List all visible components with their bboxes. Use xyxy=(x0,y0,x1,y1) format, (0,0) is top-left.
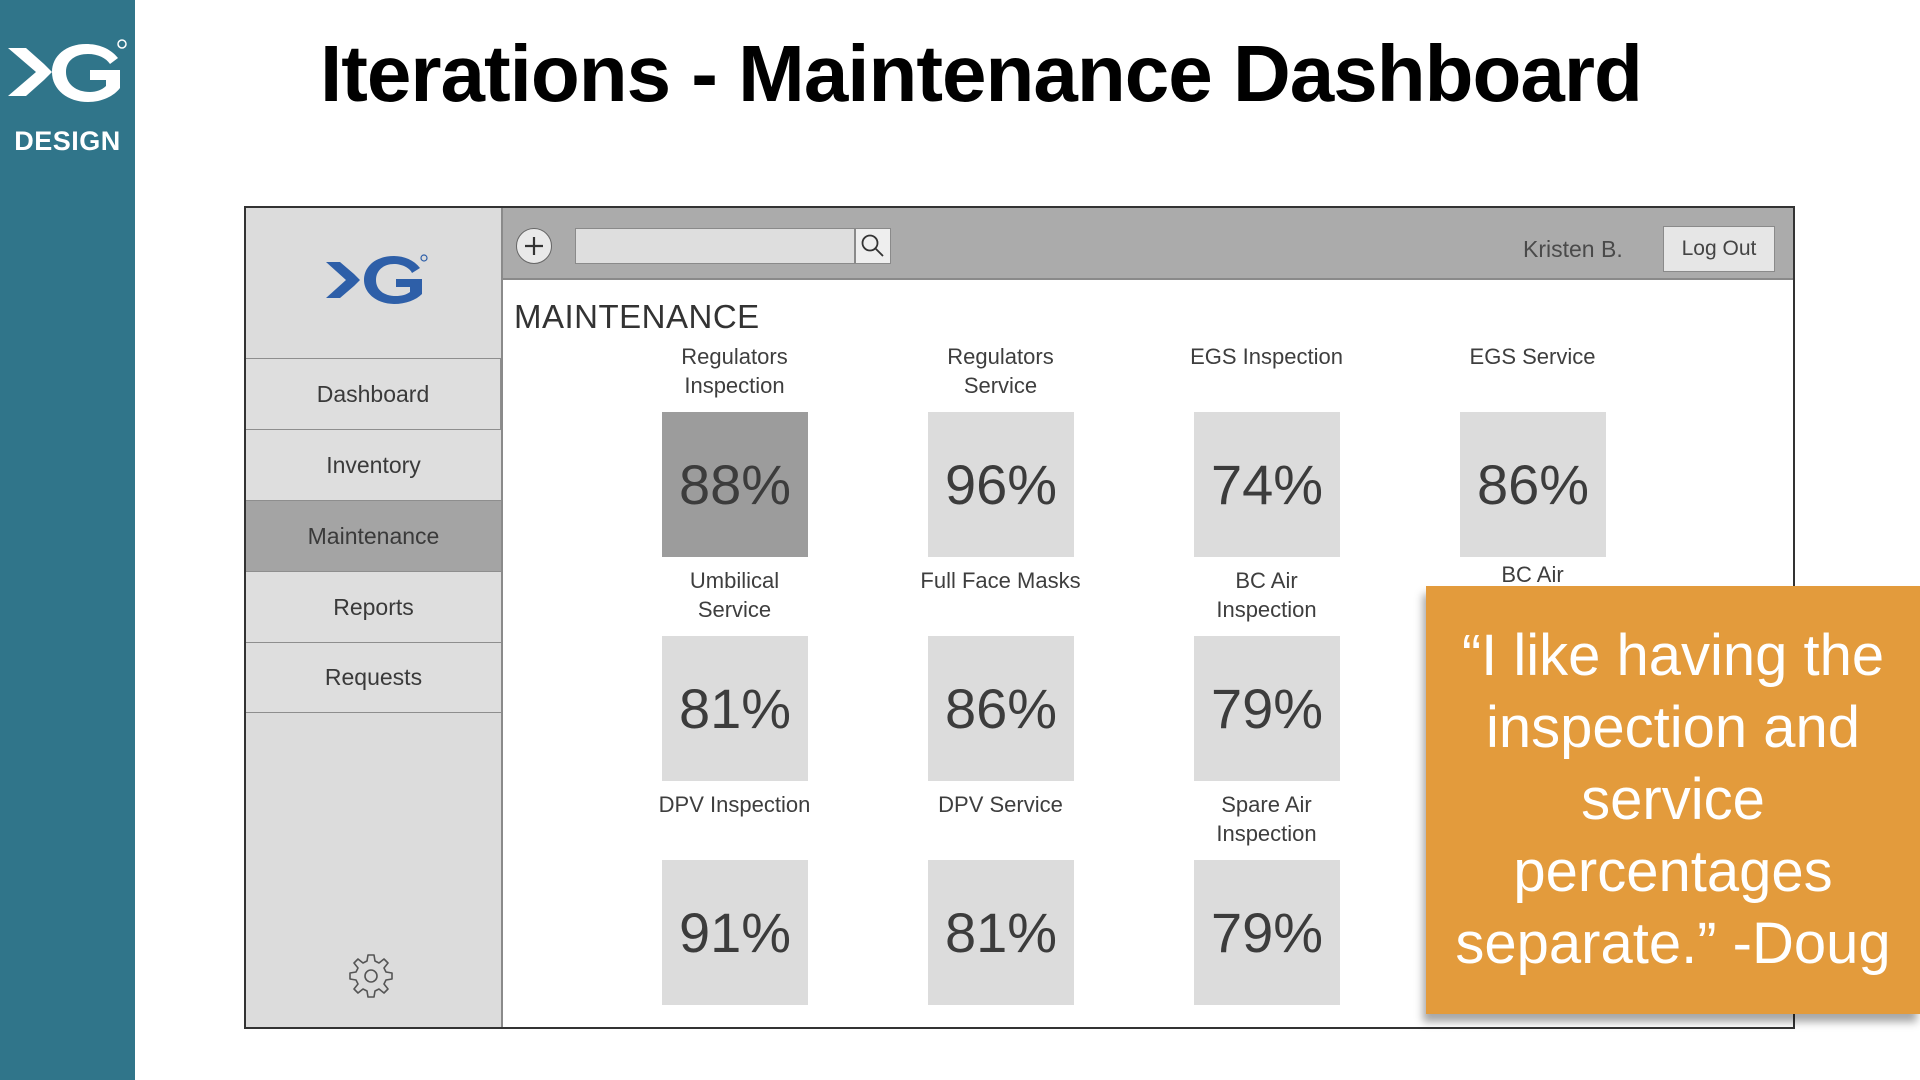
sidebar-item-maintenance[interactable]: Maintenance xyxy=(246,500,501,571)
tile-value: 88% xyxy=(662,412,808,557)
tile-label: Regulators Inspection xyxy=(681,344,788,398)
tile-value: 81% xyxy=(662,636,808,781)
tile-value: 91% xyxy=(662,860,808,1005)
quote-callout: “I like having the inspection and servic… xyxy=(1426,586,1920,1014)
brand-band: DESIGN xyxy=(0,0,135,1080)
section-title: MAINTENANCE xyxy=(514,298,760,335)
logout-button[interactable]: Log Out xyxy=(1663,226,1775,272)
dashboard-mockup: Dashboard Inventory Maintenance Reports … xyxy=(244,206,1795,1029)
plus-icon xyxy=(525,237,543,255)
add-button[interactable] xyxy=(516,228,552,264)
tile-value: 81% xyxy=(928,860,1074,1005)
tile-label: BC Air Inspection xyxy=(1216,568,1317,622)
slide-title: Iterations - Maintenance Dashboard xyxy=(320,29,1643,118)
tile-label: DPV Inspection xyxy=(658,792,811,817)
sidebar-item-reports[interactable]: Reports xyxy=(246,571,501,642)
sidebar-nav: Dashboard Inventory Maintenance Reports … xyxy=(246,358,501,713)
tile-value: 79% xyxy=(1194,636,1340,781)
tile-value: 86% xyxy=(928,636,1074,781)
tile-label: EGS Inspection xyxy=(1190,344,1343,369)
mockup-sidebar: Dashboard Inventory Maintenance Reports … xyxy=(246,208,503,1027)
xg-logo-icon xyxy=(8,39,127,102)
sidebar-item-dashboard[interactable]: Dashboard xyxy=(246,358,501,429)
quote-text: “I like having the inspection and servic… xyxy=(1455,623,1891,976)
gear-icon[interactable] xyxy=(348,952,394,998)
user-name: Kristen B. xyxy=(1523,236,1623,262)
tile-value: 96% xyxy=(928,412,1074,557)
tile-label: DPV Service xyxy=(938,792,1063,817)
tile-value: 79% xyxy=(1194,860,1340,1005)
search-button[interactable] xyxy=(855,228,891,264)
xg-logo-icon[interactable] xyxy=(324,252,428,308)
brand-text: DESIGN xyxy=(14,126,121,156)
tile-label: EGS Service xyxy=(1469,344,1596,369)
tile-label: BC Air xyxy=(1501,562,1564,587)
tile-label: Umbilical Service xyxy=(689,568,780,622)
tile-value: 86% xyxy=(1460,412,1606,557)
tile-value: 74% xyxy=(1194,412,1340,557)
sidebar-item-inventory[interactable]: Inventory xyxy=(246,429,501,500)
mockup-topbar: Kristen B. Log Out xyxy=(503,208,1793,280)
search-icon xyxy=(861,234,884,257)
tile-label: Full Face Masks xyxy=(920,568,1081,593)
tile-label: Spare Air Inspection xyxy=(1216,792,1317,846)
search-input[interactable] xyxy=(575,228,855,264)
tile-label: Regulators Service xyxy=(947,344,1054,398)
sidebar-item-requests[interactable]: Requests xyxy=(246,642,501,713)
